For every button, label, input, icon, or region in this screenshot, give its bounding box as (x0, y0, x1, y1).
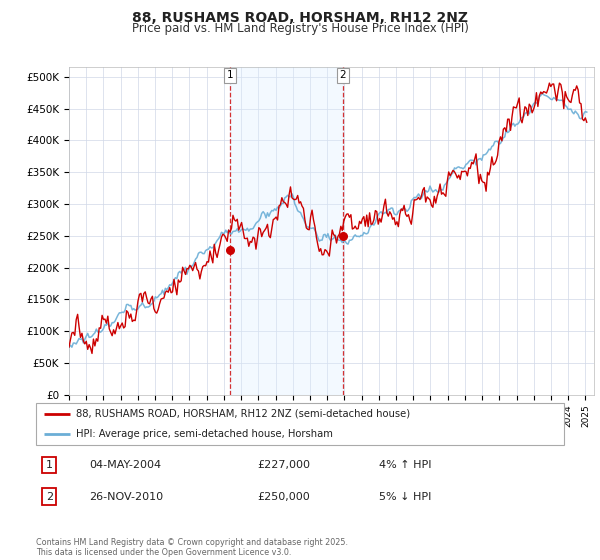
Point (338, 231, 347, 240)
Text: 88, RUSHAMS ROAD, HORSHAM, RH12 2NZ: 88, RUSHAMS ROAD, HORSHAM, RH12 2NZ (132, 11, 468, 25)
Text: Contains HM Land Registry data © Crown copyright and database right 2025.
This d: Contains HM Land Registry data © Crown c… (36, 538, 348, 557)
FancyBboxPatch shape (36, 403, 564, 445)
Text: 88, RUSHAMS ROAD, HORSHAM, RH12 2NZ (semi-detached house): 88, RUSHAMS ROAD, HORSHAM, RH12 2NZ (sem… (76, 409, 410, 419)
Bar (230, 67, 343, 395)
Text: 26-NOV-2010: 26-NOV-2010 (89, 492, 163, 502)
Text: HPI: Average price, semi-detached house, Horsham: HPI: Average price, semi-detached house,… (76, 429, 332, 439)
Text: 2: 2 (340, 71, 346, 81)
Text: 1: 1 (226, 71, 233, 81)
Text: Price paid vs. HM Land Registry's House Price Index (HPI): Price paid vs. HM Land Registry's House … (131, 22, 469, 35)
Text: 4% ↑ HPI: 4% ↑ HPI (379, 460, 432, 470)
Text: 5% ↓ HPI: 5% ↓ HPI (379, 492, 431, 502)
Point (225, 246, 235, 255)
Text: £227,000: £227,000 (258, 460, 311, 470)
Text: 2: 2 (46, 492, 53, 502)
Text: 04-MAY-2004: 04-MAY-2004 (89, 460, 161, 470)
Text: £250,000: £250,000 (258, 492, 311, 502)
Text: 1: 1 (46, 460, 53, 470)
